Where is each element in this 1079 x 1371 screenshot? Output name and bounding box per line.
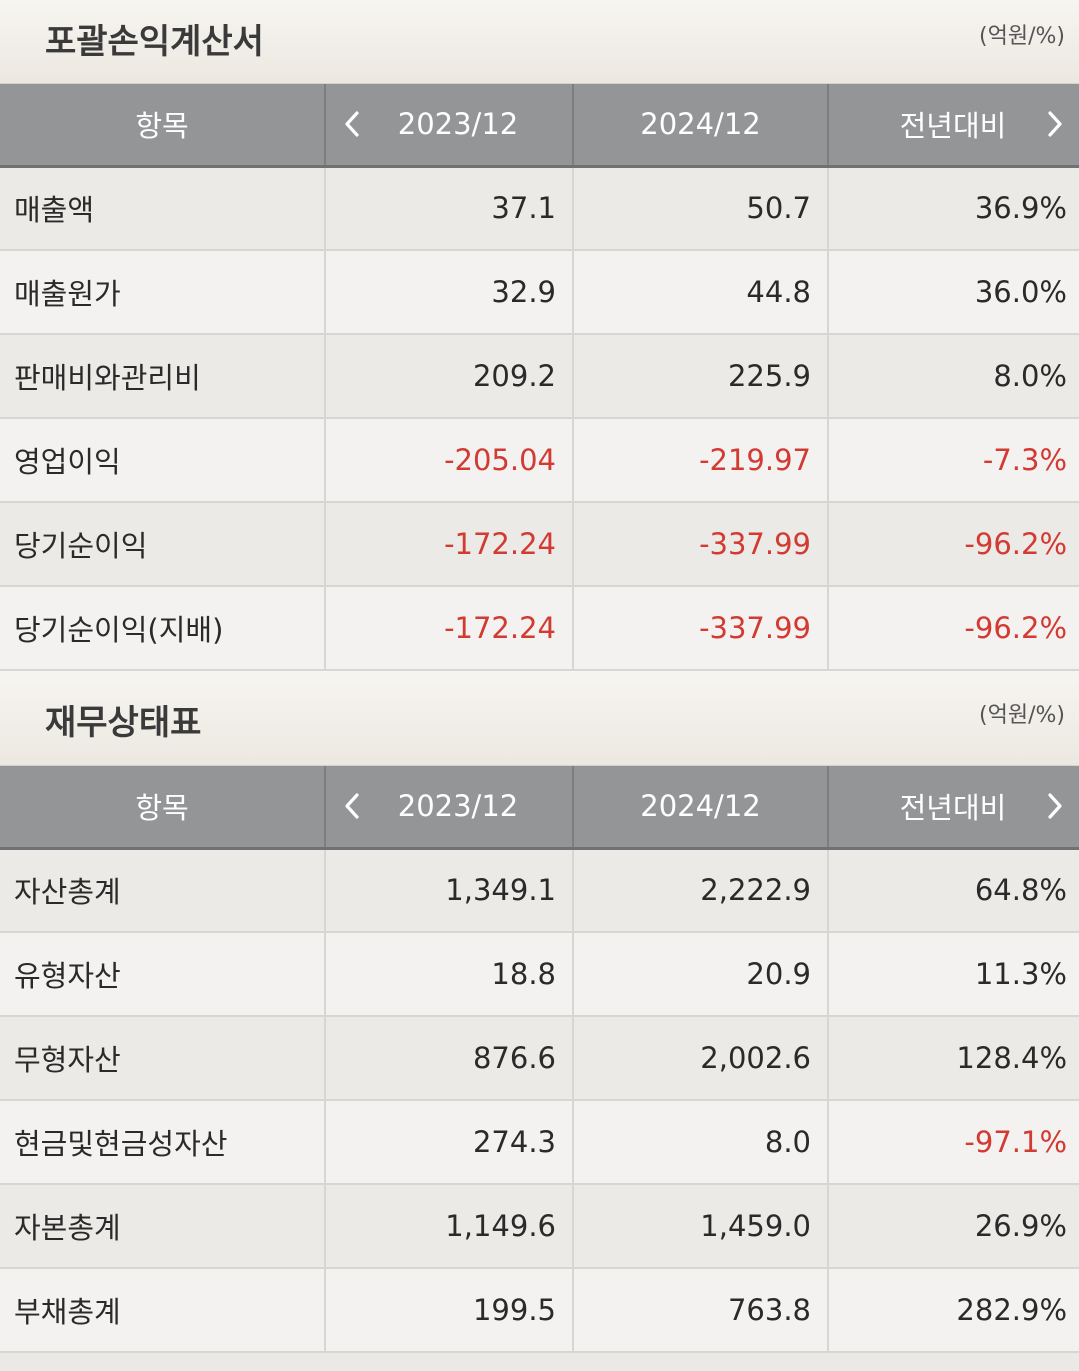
row-label: 자산총계 bbox=[0, 848, 325, 933]
value-2024: -219.97 bbox=[572, 418, 828, 503]
balance-sheet-header: 재무상태표 (억원/%) bbox=[0, 671, 1079, 766]
table-row: 매출원가 32.9 44.8 36.0% bbox=[0, 250, 1079, 335]
balance-sheet-table: 항목 2023/12 2024/12 전년대비 bbox=[0, 766, 1079, 1353]
column-header-2024: 2024/12 bbox=[572, 84, 828, 168]
row-label: 매출원가 bbox=[0, 250, 325, 335]
table-header-row: 항목 2023/12 2024/12 전년대비 bbox=[0, 766, 1079, 850]
table-row: 매출액 37.1 50.7 36.9% bbox=[0, 166, 1079, 251]
value-yoy: 36.9% bbox=[827, 166, 1079, 251]
column-header-2023: 2023/12 bbox=[324, 84, 573, 168]
row-label: 자본총계 bbox=[0, 1184, 325, 1269]
row-label: 부채총계 bbox=[0, 1268, 325, 1353]
row-label: 유형자산 bbox=[0, 932, 325, 1017]
value-2024: 20.9 bbox=[572, 932, 828, 1017]
row-label: 무형자산 bbox=[0, 1016, 325, 1101]
table-row: 판매비와관리비 209.2 225.9 8.0% bbox=[0, 334, 1079, 419]
value-yoy: 26.9% bbox=[827, 1184, 1079, 1269]
value-yoy: -97.1% bbox=[827, 1100, 1079, 1185]
chevron-right-icon[interactable] bbox=[1043, 109, 1067, 139]
value-2023: 876.6 bbox=[324, 1016, 573, 1101]
value-2024: 44.8 bbox=[572, 250, 828, 335]
section-title: 포괄손익계산서 bbox=[45, 22, 264, 62]
column-header-item: 항목 bbox=[0, 84, 325, 168]
value-2023: -172.24 bbox=[324, 586, 573, 671]
value-2024: 8.0 bbox=[572, 1100, 828, 1185]
value-2024: 763.8 bbox=[572, 1268, 828, 1353]
row-label: 영업이익 bbox=[0, 418, 325, 503]
value-2023: 1,149.6 bbox=[324, 1184, 573, 1269]
value-yoy: 282.9% bbox=[827, 1268, 1079, 1353]
table-row: 영업이익 -205.04 -219.97 -7.3% bbox=[0, 418, 1079, 503]
value-yoy: -96.2% bbox=[827, 502, 1079, 587]
column-header-item: 항목 bbox=[0, 766, 325, 850]
table-row: 현금및현금성자산 274.3 8.0 -97.1% bbox=[0, 1100, 1079, 1185]
value-2024: 1,459.0 bbox=[572, 1184, 828, 1269]
value-2024: 2,002.6 bbox=[572, 1016, 828, 1101]
value-yoy: 128.4% bbox=[827, 1016, 1079, 1101]
value-2023: -205.04 bbox=[324, 418, 573, 503]
unit-label: (억원/%) bbox=[979, 24, 1065, 49]
column-header-2024: 2024/12 bbox=[572, 766, 828, 850]
value-2023: 274.3 bbox=[324, 1100, 573, 1185]
column-header-2023: 2023/12 bbox=[324, 766, 573, 850]
table-header-row: 항목 2023/12 2024/12 전년대비 bbox=[0, 84, 1079, 168]
value-yoy: 36.0% bbox=[827, 250, 1079, 335]
table-row: 자본총계 1,149.6 1,459.0 26.9% bbox=[0, 1184, 1079, 1269]
unit-label: (억원/%) bbox=[979, 703, 1065, 728]
section-title: 재무상태표 bbox=[45, 703, 202, 743]
value-2024: -337.99 bbox=[572, 502, 828, 587]
row-label: 현금및현금성자산 bbox=[0, 1100, 325, 1185]
value-yoy: 8.0% bbox=[827, 334, 1079, 419]
value-2024: 50.7 bbox=[572, 166, 828, 251]
table-row: 당기순이익(지배) -172.24 -337.99 -96.2% bbox=[0, 586, 1079, 671]
income-statement-table: 항목 2023/12 2024/12 전년대비 bbox=[0, 84, 1079, 671]
value-2023: 37.1 bbox=[324, 166, 573, 251]
value-yoy: -96.2% bbox=[827, 586, 1079, 671]
value-2024: 225.9 bbox=[572, 334, 828, 419]
column-header-yoy: 전년대비 bbox=[827, 766, 1079, 850]
value-yoy: 11.3% bbox=[827, 932, 1079, 1017]
row-label: 매출액 bbox=[0, 166, 325, 251]
row-label: 판매비와관리비 bbox=[0, 334, 325, 419]
value-2023: -172.24 bbox=[324, 502, 573, 587]
value-2023: 209.2 bbox=[324, 334, 573, 419]
table-row: 유형자산 18.8 20.9 11.3% bbox=[0, 932, 1079, 1017]
chevron-left-icon[interactable] bbox=[340, 109, 364, 139]
column-header-yoy: 전년대비 bbox=[827, 84, 1079, 168]
row-label: 당기순이익(지배) bbox=[0, 586, 325, 671]
table-row: 부채총계 199.5 763.8 282.9% bbox=[0, 1268, 1079, 1353]
value-2023: 1,349.1 bbox=[324, 848, 573, 933]
value-2023: 199.5 bbox=[324, 1268, 573, 1353]
income-statement-header: 포괄손익계산서 (억원/%) bbox=[0, 0, 1079, 84]
table-row: 자산총계 1,349.1 2,222.9 64.8% bbox=[0, 848, 1079, 933]
value-2023: 18.8 bbox=[324, 932, 573, 1017]
value-yoy: 64.8% bbox=[827, 848, 1079, 933]
table-row: 무형자산 876.6 2,002.6 128.4% bbox=[0, 1016, 1079, 1101]
row-label: 당기순이익 bbox=[0, 502, 325, 587]
value-2023: 32.9 bbox=[324, 250, 573, 335]
value-2024: 2,222.9 bbox=[572, 848, 828, 933]
chevron-right-icon[interactable] bbox=[1043, 791, 1067, 821]
table-row: 당기순이익 -172.24 -337.99 -96.2% bbox=[0, 502, 1079, 587]
chevron-left-icon[interactable] bbox=[340, 791, 364, 821]
value-yoy: -7.3% bbox=[827, 418, 1079, 503]
value-2024: -337.99 bbox=[572, 586, 828, 671]
